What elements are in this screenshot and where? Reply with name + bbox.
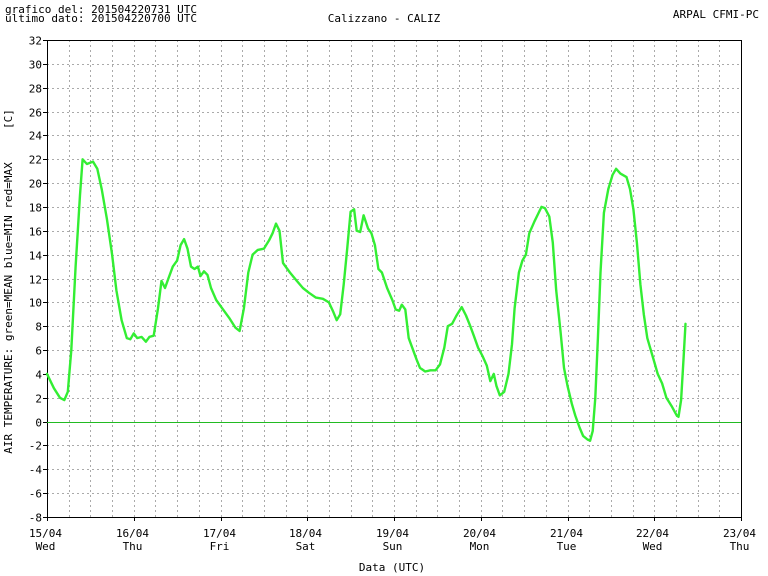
y-tick-label: 0 bbox=[35, 417, 42, 430]
y-tick-label: 32 bbox=[29, 35, 42, 48]
y-tick-label: 26 bbox=[29, 107, 42, 120]
y-axis-title: AIR TEMPERATURE: green=MEAN blue=MIN red… bbox=[2, 162, 15, 454]
station-title: Calizzano - CALIZ bbox=[327, 12, 441, 25]
y-tick-label: 28 bbox=[29, 83, 42, 96]
y-tick-label: -4 bbox=[29, 464, 43, 477]
generated-timestamp: grafico del: 201504220731 UTC bbox=[5, 3, 198, 16]
x-tick-date-label: 17/04 bbox=[203, 527, 236, 540]
x-tick-date-label: 16/04 bbox=[116, 527, 149, 540]
agency-label: ARPAL CFMI-PC bbox=[672, 8, 759, 21]
y-tick-label: 30 bbox=[29, 59, 42, 72]
y-tick-label: 4 bbox=[35, 369, 42, 382]
x-tick-day-label: Fri bbox=[210, 540, 230, 553]
y-tick-label: -8 bbox=[29, 512, 42, 525]
x-tick-day-label: Wed bbox=[643, 540, 663, 553]
x-tick-day-label: Thu bbox=[123, 540, 143, 553]
y-tick-label: 8 bbox=[35, 321, 42, 334]
x-tick-date-label: 18/04 bbox=[289, 527, 322, 540]
y-tick-label: 18 bbox=[29, 202, 42, 215]
x-tick-day-label: Tue bbox=[557, 540, 577, 553]
axes bbox=[43, 40, 742, 521]
x-tick-date-label: 21/04 bbox=[550, 527, 583, 540]
x-tick-day-label: Wed bbox=[36, 540, 56, 553]
x-tick-day-label: Mon bbox=[470, 540, 490, 553]
plot-frame bbox=[47, 40, 742, 518]
unit-label: [C] bbox=[2, 109, 15, 129]
y-tick-label: 6 bbox=[35, 345, 42, 358]
y-tick-label: 14 bbox=[29, 250, 43, 263]
x-tick-date-label: 15/04 bbox=[29, 527, 62, 540]
grid bbox=[47, 40, 741, 517]
y-tick-label: 2 bbox=[35, 393, 42, 406]
y-tick-label: 24 bbox=[29, 130, 43, 143]
series-layer bbox=[45, 158, 741, 442]
x-tick-date-label: 20/04 bbox=[463, 527, 496, 540]
x-tick-date-label: 23/04 bbox=[723, 527, 756, 540]
y-tick-label: 16 bbox=[29, 226, 42, 239]
y-tick-label: 22 bbox=[29, 154, 42, 167]
last-data-timestamp: ultimo dato: 201504220700 UTC bbox=[5, 12, 198, 25]
x-tick-date-label: 19/04 bbox=[376, 527, 409, 540]
y-tick-label: 10 bbox=[29, 297, 42, 310]
x-tick-day-label: Sat bbox=[296, 540, 316, 553]
y-tick-label: -6 bbox=[29, 488, 42, 501]
x-tick-day-label: Sun bbox=[383, 540, 403, 553]
y-tick-label: 12 bbox=[29, 274, 42, 287]
labels: [C] AIR TEMPERATURE: green=MEAN blue=MIN… bbox=[2, 35, 756, 575]
y-tick-label: 20 bbox=[29, 178, 42, 191]
series-line-mean bbox=[45, 158, 687, 442]
y-tick-label: -2 bbox=[29, 440, 42, 453]
x-tick-date-label: 22/04 bbox=[636, 527, 669, 540]
x-axis-title: Data (UTC) bbox=[359, 561, 425, 574]
x-tick-day-label: Thu bbox=[730, 540, 750, 553]
